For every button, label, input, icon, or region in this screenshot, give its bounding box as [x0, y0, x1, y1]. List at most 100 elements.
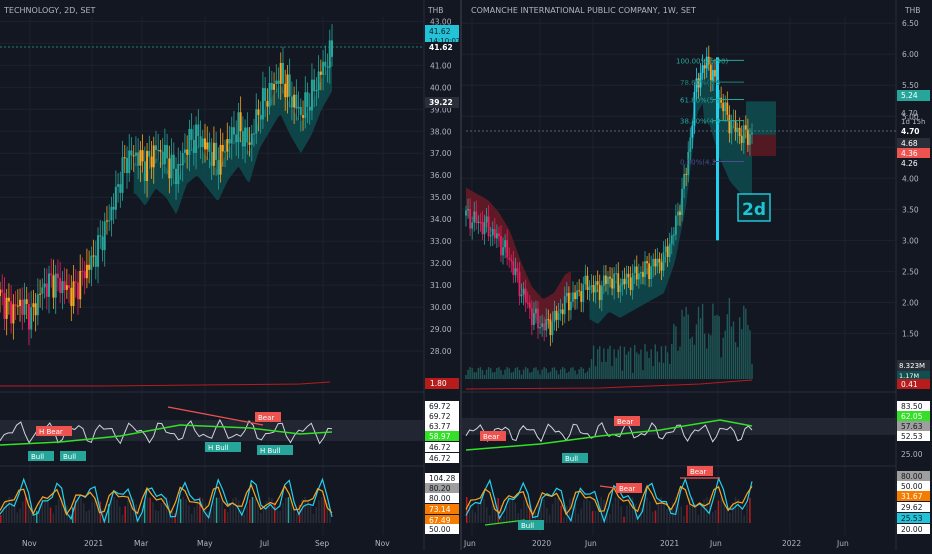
right-candles [465, 45, 753, 347]
right-hist-bar [614, 497, 617, 523]
left-x-tick: Sep [315, 539, 329, 548]
left-candle [179, 164, 182, 166]
right-x-tick: Jun [584, 539, 597, 548]
right-candle [510, 259, 513, 262]
right-hist-bar [657, 500, 660, 523]
left-candle [123, 157, 126, 159]
left-candle [126, 157, 129, 174]
volume-bar [687, 314, 689, 379]
left-hist-bar [249, 499, 251, 523]
left-candle [226, 139, 229, 152]
volume-bar [718, 316, 720, 379]
right-hist-bar [609, 513, 611, 523]
left-candle [117, 184, 120, 187]
volume-bar [738, 317, 741, 379]
right-hist-bar [626, 505, 628, 523]
right-stoch-tick: 29.62 [901, 503, 923, 512]
right-candle [648, 263, 651, 280]
right-hist-bar [557, 498, 560, 523]
right-target-badge: 5.24 [901, 91, 918, 100]
right-hist-bar [508, 498, 511, 523]
right-hist-bar [523, 500, 525, 523]
left-hist-bar [80, 498, 82, 523]
left-hist-bar [11, 498, 13, 523]
left-candle [99, 235, 102, 237]
right-chart-title: COMANCHE INTERNATIONAL PUBLIC COMPANY, 1… [471, 6, 696, 15]
right-badge-2: 4.36 [901, 149, 918, 158]
left-hist-bar [113, 497, 115, 523]
right-candle [520, 294, 523, 297]
left-hist-bar [13, 504, 16, 523]
right-stoch-d [465, 484, 753, 517]
right-y-tick: 3.50 [902, 205, 919, 214]
right-candle [551, 321, 554, 336]
right-x-tick: 2020 [532, 539, 551, 548]
left-hist-bar [2, 506, 5, 523]
volume-bar [578, 369, 580, 379]
right-hist-bar [471, 509, 474, 523]
volume-bar [568, 371, 570, 379]
right-hist-bar [588, 501, 591, 523]
right-hist-bar [631, 497, 634, 523]
right-hist-bar [597, 501, 600, 523]
left-candle [215, 142, 218, 161]
right-hist-bar [511, 497, 514, 523]
right-hist-bar [514, 502, 517, 523]
left-candle [310, 79, 313, 111]
right-hist-bar [720, 497, 723, 523]
left-hist-bar [124, 506, 126, 523]
volume-bar [617, 349, 619, 379]
left-rsi-tick: 69.72 [429, 402, 451, 411]
right-countdown: 1d 15h [901, 118, 925, 126]
right-hist-bar [586, 497, 588, 523]
left-candle [279, 63, 282, 84]
right-candle [625, 273, 628, 285]
right-volume-bars [465, 297, 753, 379]
left-countdown: 14:10:07 [429, 37, 460, 45]
right-candle [526, 302, 529, 304]
left-candle [273, 84, 276, 90]
left-candle [181, 152, 184, 166]
left-candle [112, 206, 115, 210]
volume-bar [504, 369, 506, 379]
volume-bar [697, 306, 700, 379]
left-rsi-tick: 69.72 [429, 412, 451, 421]
right-candle [504, 240, 506, 248]
volume-bar [539, 374, 541, 379]
right-hist-bar [629, 498, 631, 523]
right-hist-bar [726, 509, 728, 523]
volume-bar [730, 326, 733, 379]
left-candle [43, 283, 46, 288]
left-hist-bar [329, 511, 331, 523]
left-candle [163, 144, 166, 165]
left-candle [172, 154, 175, 169]
left-candle [45, 283, 48, 297]
left-y-tick: 37.00 [430, 149, 452, 158]
left-stoch-tick: 50.00 [429, 525, 451, 534]
volume-bar [555, 370, 558, 379]
left-chart-title: TECHNOLOGY, 2D, SET [3, 6, 96, 15]
right-candle [720, 97, 723, 103]
volume-bar [701, 303, 704, 379]
left-candle [195, 124, 198, 153]
right-candle [701, 65, 704, 73]
volume-bar [726, 314, 729, 379]
left-hist-bar [185, 499, 187, 523]
right-hist-bar [683, 516, 685, 523]
left-candle [237, 112, 240, 143]
right-candle [660, 262, 663, 271]
right-candle [541, 323, 544, 328]
left-hist-bar [44, 497, 46, 523]
right-rsi-line [465, 420, 753, 443]
left-candle [177, 164, 180, 185]
right-hist-bar [474, 512, 477, 523]
left-hist-bar [193, 507, 196, 523]
right-candle [537, 308, 539, 329]
left-candle [94, 255, 97, 267]
right-hist-bar [689, 498, 691, 523]
volume-bar [728, 297, 731, 379]
left-hist-bar [268, 497, 270, 523]
left-hist-bar [296, 513, 298, 523]
left-candle [221, 144, 224, 152]
